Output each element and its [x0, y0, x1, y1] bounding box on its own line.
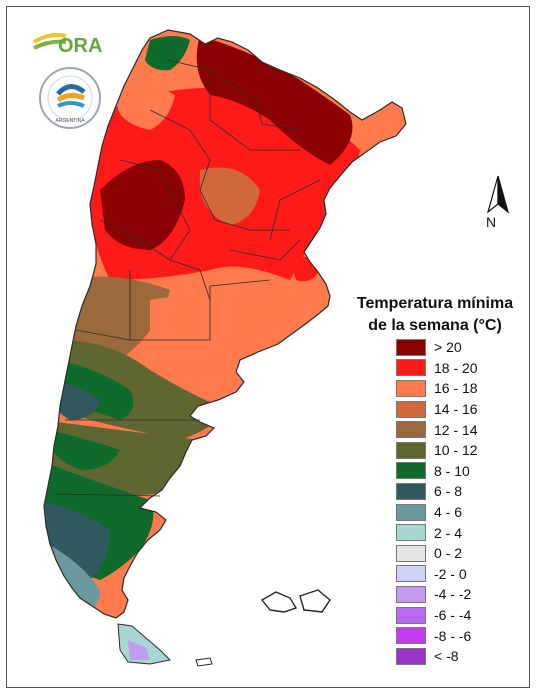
legend-item: 12 - 14	[396, 419, 478, 440]
legend-item: -6 - -4	[396, 605, 478, 626]
tierra-del-fuego-cold-zone	[128, 640, 150, 660]
legend-label: -8 - -6	[434, 627, 472, 644]
legend-swatch	[396, 359, 426, 377]
legend-swatch	[396, 400, 426, 418]
islands-outline	[260, 589, 331, 613]
legend-item: -8 - -6	[396, 625, 478, 646]
legend-label: -4 - -2	[434, 586, 472, 603]
legend-swatch	[396, 441, 426, 459]
legend-label: 18 - 20	[434, 359, 478, 376]
legend-item: < -8	[396, 646, 478, 667]
legend-swatch	[396, 627, 426, 645]
legend-label: 6 - 8	[434, 483, 463, 500]
legend-swatch	[396, 606, 426, 624]
legend-label: < -8	[434, 648, 459, 665]
legend-label: 4 - 6	[434, 504, 463, 521]
legend-item: 10 - 12	[396, 440, 478, 461]
legend-item: 16 - 18	[396, 378, 478, 399]
legend-title-line2: de la semana (°C)	[368, 317, 502, 334]
legend-label: 12 - 14	[434, 421, 478, 438]
legend-item: 18 - 20	[396, 358, 478, 379]
legend-item: 14 - 16	[396, 399, 478, 420]
ora-logo-text: ORA	[58, 35, 102, 57]
legend-item: -2 - 0	[396, 564, 478, 585]
legend-title-line1: Temperatura mínima	[356, 295, 514, 312]
legend-label: 2 - 4	[434, 524, 463, 541]
legend-swatch	[396, 585, 426, 603]
legend-label: -6 - -4	[434, 607, 472, 624]
legend: > 20 18 - 20 16 - 18 14 - 16 12 - 14 10 …	[396, 337, 478, 667]
legend-label: 16 - 18	[434, 380, 478, 397]
legend-swatch	[396, 379, 426, 397]
legend-label: 0 - 2	[434, 545, 463, 562]
smn-logo: ARGENTINA	[39, 67, 101, 129]
legend-swatch	[396, 647, 426, 665]
legend-label: 8 - 10	[434, 462, 470, 479]
legend-item: 4 - 6	[396, 502, 478, 523]
legend-item: 2 - 4	[396, 522, 478, 543]
north-arrow-icon	[486, 175, 510, 214]
legend-swatch	[396, 503, 426, 521]
legend-swatch	[396, 565, 426, 583]
legend-label: -2 - 0	[434, 565, 467, 582]
legend-swatch	[396, 421, 426, 439]
legend-label: > 20	[434, 339, 462, 356]
legend-item: 8 - 10	[396, 461, 478, 482]
legend-label: 14 - 16	[434, 401, 478, 418]
north-label: N	[486, 214, 497, 230]
legend-item: > 20	[396, 337, 478, 358]
ora-logo: ORA	[32, 32, 102, 57]
smn-logo-bottom-text: ARGENTINA	[55, 118, 85, 124]
legend-swatch	[396, 482, 426, 500]
province-boundaries	[54, 59, 321, 497]
legend-swatch	[396, 544, 426, 562]
legend-swatch	[396, 462, 426, 480]
legend-item: 6 - 8	[396, 481, 478, 502]
small-island-outline	[195, 657, 213, 667]
legend-swatch	[396, 338, 426, 356]
legend-swatch	[396, 524, 426, 542]
legend-label: 10 - 12	[434, 442, 478, 459]
legend-title: Temperatura mínima de la semana (°C)	[340, 293, 530, 337]
legend-item: -4 - -2	[396, 584, 478, 605]
legend-item: 0 - 2	[396, 543, 478, 564]
